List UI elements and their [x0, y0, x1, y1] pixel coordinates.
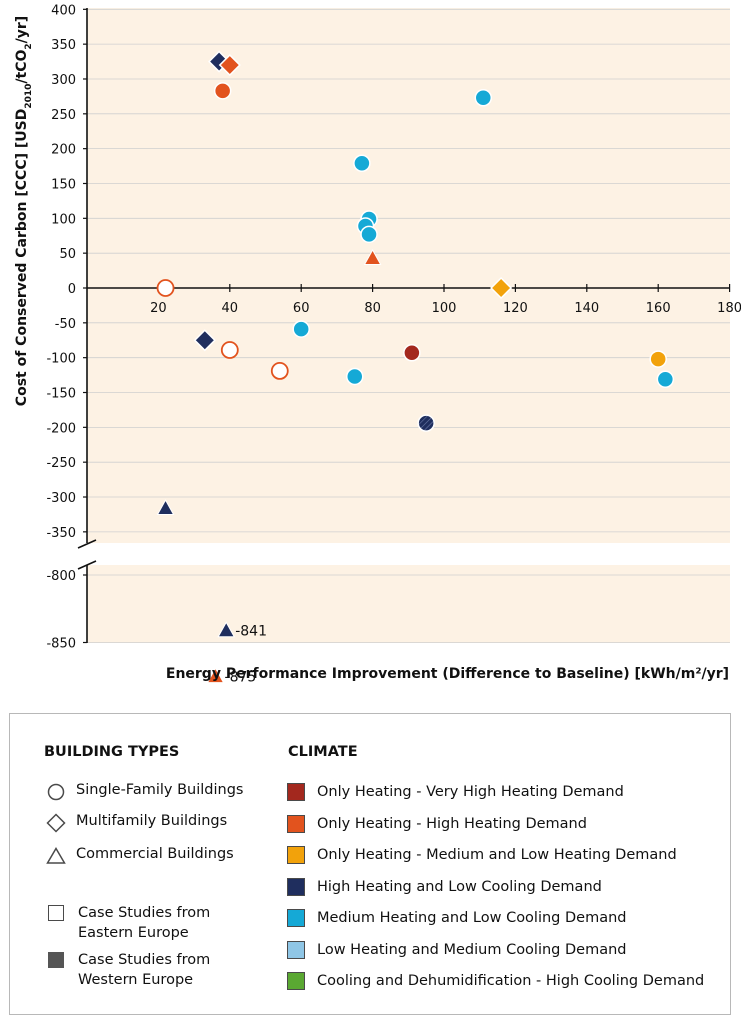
y-tick-label: 100	[51, 212, 76, 227]
open-square-icon	[48, 905, 64, 921]
axis-break-mark	[77, 539, 97, 549]
legend-single-family: Single-Family Buildings	[46, 780, 243, 802]
y-tick-label: -100	[46, 352, 76, 367]
y-tick-label: 200	[51, 143, 76, 158]
data-point-triangle	[217, 621, 236, 638]
scatter-chart: 400 350 300 250 200 150 100 50 0 -50 -100 -150 -200 -…	[14, 3, 741, 685]
y-tick-label: 300	[51, 73, 76, 88]
y-tick-label: 250	[51, 108, 76, 123]
diamond-icon	[46, 813, 66, 833]
y-tick-label: 150	[51, 177, 76, 192]
y-tick-label: -200	[46, 421, 76, 436]
x-tick-label: 40	[222, 301, 239, 316]
data-point-circle	[656, 370, 675, 389]
legend-label: Western Europe	[78, 972, 194, 988]
data-point-circle	[417, 414, 435, 432]
y-tick-label: -850	[46, 637, 76, 652]
data-point-circle	[346, 367, 364, 386]
data-point-triangle	[363, 249, 382, 265]
x-tick-label: 120	[503, 301, 528, 316]
y-tick-label: 400	[51, 3, 76, 18]
legend-multifamily: Multifamily Buildings	[46, 811, 227, 833]
color-swatch	[287, 846, 305, 864]
data-point-circle	[649, 350, 667, 368]
y-tick-label: 50	[59, 247, 76, 262]
data-point-circle	[353, 154, 371, 173]
y-tick-label: -350	[46, 526, 76, 541]
climate-title: CLIMATE	[288, 744, 358, 760]
y-tick-label: 0	[68, 282, 76, 297]
x-tick-label: 160	[646, 301, 671, 316]
legend-climate-item: Only Heating - High Heating Demand	[287, 814, 587, 834]
color-swatch	[287, 940, 305, 959]
legend-label: Low Heating and Medium Cooling Demand	[317, 941, 627, 958]
x-tick-label: 80	[364, 301, 381, 316]
x-tick-label: 60	[293, 301, 310, 316]
legend: BUILDING TYPES CLIMATE Single-Family Bui…	[9, 713, 731, 1015]
legend-commercial: Commercial Buildings	[46, 844, 234, 866]
data-point-triangle	[156, 499, 175, 516]
data-point-circle	[213, 82, 232, 100]
legend-label: High Heating and Low Cooling Demand	[317, 878, 602, 895]
x-tick-label: 140	[574, 301, 599, 316]
y-tick-label: -50	[55, 317, 76, 332]
triangle-icon	[46, 847, 66, 864]
color-swatch	[287, 909, 305, 927]
color-swatch	[287, 877, 305, 896]
data-point-circle	[360, 225, 378, 244]
data-label: -841	[235, 623, 267, 639]
y-tick-label: -250	[46, 456, 76, 471]
legend-western-europe: Case Studies from Western Europe	[48, 950, 210, 990]
legend-eastern-europe: Case Studies from Eastern Europe	[48, 903, 210, 943]
legend-label: Only Heating - Very High Heating Demand	[317, 784, 624, 800]
data-point-diamond	[218, 53, 241, 77]
x-tick-label: 20	[150, 301, 167, 316]
legend-climate-item: High Heating and Low Cooling Demand	[287, 877, 602, 897]
filled-square-icon	[48, 952, 64, 968]
y-tick-label: -150	[46, 387, 76, 402]
data-point-diamond	[490, 276, 513, 300]
color-swatch	[287, 783, 305, 801]
legend-climate-item: Cooling and Dehumidification - High Cool…	[287, 971, 704, 991]
y-tick-label: -300	[46, 491, 76, 506]
legend-label: Single-Family Buildings	[76, 782, 244, 798]
legend-climate-item: Low Heating and Medium Cooling Demand	[287, 940, 626, 960]
legend-label: Only Heating - High Heating Demand	[317, 815, 587, 832]
data-point-diamond	[193, 329, 216, 352]
axis-break-mark	[77, 560, 97, 570]
legend-label: Eastern Europe	[78, 925, 189, 941]
circle-icon	[47, 783, 65, 801]
y-tick-label: -800	[46, 569, 76, 584]
color-swatch	[287, 972, 305, 990]
legend-label: Multifamily Buildings	[76, 813, 228, 829]
x-tick-label: 100	[432, 301, 457, 316]
legend-label: Commercial Buildings	[76, 846, 234, 862]
data-point-circle	[156, 279, 175, 297]
color-swatch	[287, 814, 305, 833]
building-types-title: BUILDING TYPES	[44, 744, 180, 760]
legend-climate-item: Only Heating - Medium and Low Heating De…	[287, 845, 677, 865]
data-label: -875	[225, 669, 257, 685]
legend-climate-item: Only Heating - Very High Heating Demand	[287, 782, 624, 802]
upper-plot-background	[87, 8, 730, 543]
legend-label: Only Heating - Medium and Low Heating De…	[317, 847, 677, 863]
data-point-circle	[270, 362, 289, 380]
y-axis-title: Cost of Conserved Carbon [CCC] [USD2010/…	[14, 16, 34, 406]
legend-label: Case Studies from	[78, 952, 211, 968]
legend-label: Cooling and Dehumidification - High Cool…	[317, 973, 705, 989]
data-point-triangle	[206, 667, 225, 684]
x-axis-title: Energy Performance Improvement (Differen…	[166, 666, 729, 682]
y-tick-label: 350	[51, 38, 76, 53]
data-point-circle	[220, 341, 239, 359]
data-point-circle	[474, 89, 493, 107]
data-point-circle	[292, 320, 310, 338]
legend-climate-item: Medium Heating and Low Cooling Demand	[287, 908, 626, 928]
data-point-circle	[403, 344, 421, 362]
legend-label: Medium Heating and Low Cooling Demand	[317, 910, 627, 926]
x-tick-label: 180	[717, 301, 741, 316]
legend-label: Case Studies from	[78, 905, 211, 921]
lower-plot-background	[87, 565, 730, 643]
